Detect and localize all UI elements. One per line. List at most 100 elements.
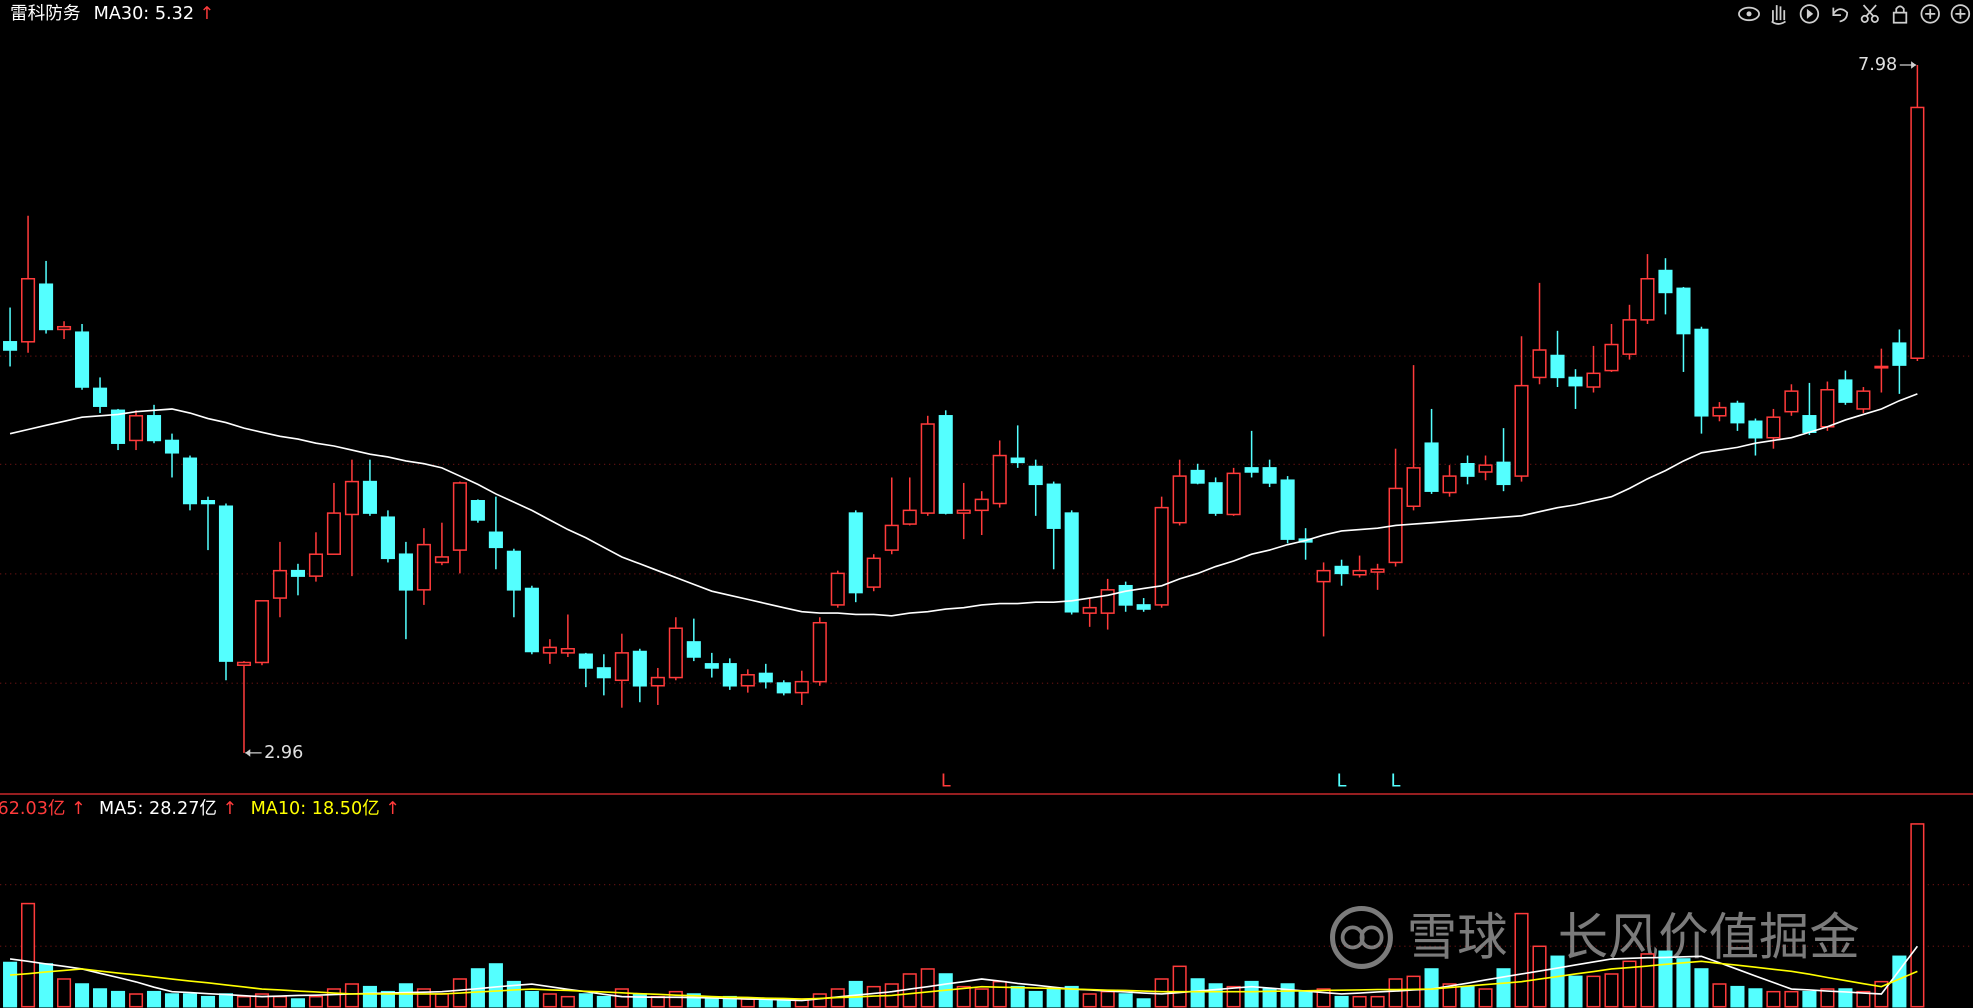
candle-body bbox=[1406, 467, 1421, 507]
price-legend: 雷科防务 MA30: 5.32 ↑ bbox=[10, 4, 214, 24]
candle-body bbox=[1334, 565, 1349, 575]
volume-bar bbox=[74, 983, 90, 1008]
candle-body bbox=[1190, 469, 1205, 484]
play-icon[interactable] bbox=[1799, 4, 1820, 24]
cut-icon[interactable] bbox=[1860, 4, 1879, 23]
hand-icon[interactable] bbox=[1771, 5, 1787, 25]
candle-body bbox=[776, 682, 791, 694]
candle-body bbox=[1892, 342, 1907, 366]
volume-bar bbox=[704, 998, 719, 1008]
candle-body bbox=[39, 283, 54, 331]
volume-bar bbox=[578, 993, 593, 1008]
candle-body bbox=[290, 569, 306, 577]
volume-bar bbox=[200, 995, 216, 1008]
candles bbox=[3, 64, 1925, 753]
volume-bar bbox=[164, 993, 180, 1008]
candle-body bbox=[380, 516, 395, 560]
volume-bar bbox=[1136, 998, 1151, 1008]
signal-marker: L bbox=[941, 771, 951, 791]
candle-body bbox=[614, 652, 629, 682]
candle-body bbox=[1154, 506, 1169, 606]
volume-bar bbox=[1550, 955, 1565, 1008]
candle-body bbox=[74, 331, 90, 388]
volume-bar bbox=[398, 983, 413, 1008]
volume-bar bbox=[596, 995, 611, 1008]
candle-body bbox=[794, 680, 809, 694]
candle-body bbox=[200, 500, 216, 505]
candle-body bbox=[1352, 569, 1367, 576]
ma-line bbox=[9, 393, 1918, 617]
ma-line bbox=[10, 960, 1918, 1000]
volume-bar bbox=[1856, 990, 1871, 1008]
candle-body bbox=[182, 457, 198, 505]
ma10-arrow: ↑ bbox=[385, 799, 400, 819]
lock-icon[interactable] bbox=[1892, 5, 1908, 24]
volume-bar bbox=[182, 993, 198, 1008]
candle-body bbox=[956, 509, 971, 514]
eye-icon[interactable] bbox=[1738, 6, 1760, 22]
guide-lines bbox=[0, 355, 1973, 947]
volume-bar bbox=[1604, 973, 1619, 1008]
candle-body bbox=[1838, 379, 1853, 403]
low-label: 2.96 bbox=[264, 743, 303, 763]
ma30-arrow: ↑ bbox=[200, 4, 215, 24]
volume-bar bbox=[1226, 985, 1241, 1008]
volume-bar bbox=[308, 995, 324, 1008]
volume-bar bbox=[1586, 975, 1601, 1008]
volume-bar bbox=[1784, 990, 1799, 1008]
volume-bar bbox=[1460, 985, 1475, 1008]
volume-bar bbox=[1262, 988, 1277, 1008]
candle-body bbox=[1244, 467, 1259, 473]
volume-bar bbox=[380, 990, 395, 1008]
volume-bar bbox=[1208, 983, 1223, 1008]
annotation-arrow bbox=[1911, 61, 1917, 69]
candle-body bbox=[110, 409, 126, 444]
candle-body bbox=[1082, 606, 1097, 614]
candle-body bbox=[1874, 365, 1889, 369]
watermark: 雪球：长风价值掘金 bbox=[1330, 906, 1860, 969]
candle-body bbox=[1460, 463, 1475, 477]
volume-bar bbox=[632, 993, 647, 1008]
candle-body bbox=[506, 550, 521, 591]
candle-body bbox=[596, 667, 611, 679]
ma-line bbox=[9, 945, 1919, 1002]
zoom-in-icon[interactable] bbox=[1920, 4, 1940, 24]
volume-bar bbox=[1568, 975, 1583, 1008]
volume-bar bbox=[290, 998, 306, 1008]
candle-body bbox=[218, 505, 234, 662]
volume-bar bbox=[614, 988, 629, 1008]
candle-body bbox=[1028, 465, 1043, 486]
volume-bar bbox=[1802, 990, 1817, 1008]
volume-bar bbox=[1694, 968, 1709, 1008]
candle-body bbox=[1064, 512, 1079, 613]
watermark-text: 雪球：长风价值掘金 bbox=[1407, 908, 1860, 967]
candle-body bbox=[524, 587, 539, 653]
volume-bar bbox=[326, 988, 341, 1008]
ma5-legend: MA5: 28.27亿 bbox=[99, 799, 217, 819]
candle-body bbox=[92, 387, 108, 407]
candle-body bbox=[632, 650, 647, 687]
candle-body bbox=[21, 277, 36, 343]
volume-bar bbox=[110, 990, 126, 1008]
volume-bar bbox=[992, 980, 1007, 1008]
candle-body bbox=[164, 439, 180, 454]
watermark-logo bbox=[1330, 906, 1393, 969]
candle-body bbox=[254, 600, 270, 664]
candle-body bbox=[974, 498, 989, 512]
annotation-arrow bbox=[245, 749, 251, 757]
candle-body bbox=[308, 553, 324, 577]
volume-bar bbox=[1172, 965, 1187, 1008]
volume-bar bbox=[488, 963, 503, 1008]
volume-bar bbox=[1622, 960, 1637, 1008]
volume-bar bbox=[506, 980, 521, 1008]
candle-body bbox=[938, 415, 953, 514]
zoom-out-icon[interactable] bbox=[1950, 4, 1971, 24]
volume-bar bbox=[1532, 945, 1547, 1008]
stock-name: 雷科防务 bbox=[10, 4, 80, 24]
volume-bar bbox=[1514, 912, 1529, 1008]
candle-body bbox=[3, 341, 18, 351]
candle-body bbox=[146, 415, 162, 442]
volume-arrow: ↑ bbox=[71, 799, 86, 819]
undo-icon[interactable] bbox=[1832, 7, 1849, 23]
